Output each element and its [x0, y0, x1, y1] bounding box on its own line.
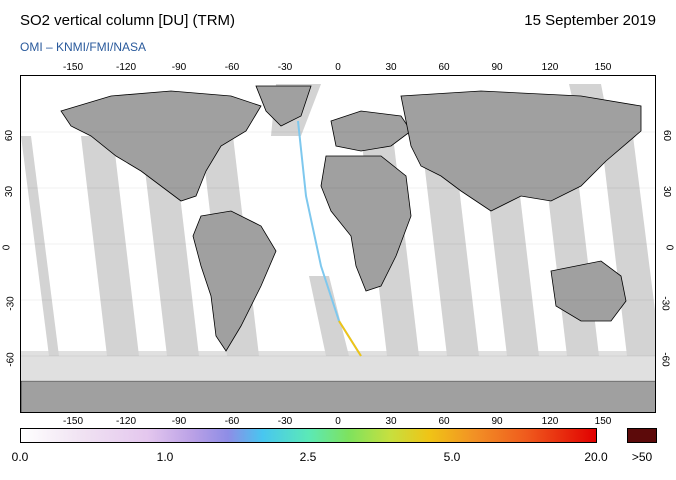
south-america	[192, 210, 277, 352]
lat-tick-right: -30	[659, 296, 671, 311]
lon-tick-top: 150	[594, 62, 612, 73]
colorbar-label: 20.0	[584, 450, 608, 464]
lon-tick-top: -120	[115, 62, 137, 73]
colorbar-label: 5.0	[443, 450, 461, 464]
swath-gap	[309, 276, 349, 356]
swath-gap	[421, 136, 479, 356]
lat-tick-right: 30	[660, 185, 672, 198]
lon-tick-bottom: 0	[335, 416, 341, 427]
lon-tick-top: -60	[224, 62, 240, 73]
lat-tick-left: -60	[5, 352, 17, 367]
lon-tick-top: 90	[491, 62, 503, 73]
lon-tick-top: -30	[277, 62, 293, 73]
lon-tick-bottom: 150	[594, 416, 612, 427]
lon-tick-bottom: -150	[62, 416, 84, 427]
lon-tick-bottom: 30	[385, 416, 397, 427]
asia	[400, 90, 642, 212]
lon-tick-top: -150	[62, 62, 84, 73]
lon-tick-top: -90	[171, 62, 187, 73]
lon-tick-top: 120	[541, 62, 559, 73]
continents	[60, 85, 642, 352]
europe	[330, 110, 412, 152]
colorbar	[20, 428, 597, 443]
so2-streak-high	[338, 320, 362, 357]
lon-tick-bottom: -90	[171, 416, 187, 427]
lon-tick-bottom: 90	[491, 416, 503, 427]
lon-tick-bottom: -30	[277, 416, 293, 427]
map-title: SO2 vertical column [DU] (TRM)	[20, 12, 236, 29]
north-america	[60, 90, 262, 202]
swath-gap	[601, 136, 655, 356]
lat-tick-left: 60	[4, 129, 16, 142]
colorbar-label: 1.0	[156, 450, 174, 464]
lat-tick-left: 0	[1, 244, 13, 251]
australia	[550, 260, 627, 322]
map-date: 15 September 2019	[524, 12, 656, 29]
lon-tick-bottom: -120	[115, 416, 137, 427]
lon-tick-top: 60	[438, 62, 450, 73]
lon-tick-bottom: 60	[438, 416, 450, 427]
lon-tick-top: 30	[385, 62, 397, 73]
lat-tick-right: -60	[659, 352, 671, 367]
lat-tick-left: -30	[5, 296, 17, 311]
africa	[320, 155, 412, 292]
so2-world-map	[20, 75, 656, 413]
swath-gap	[141, 136, 199, 356]
map-source: OMI – KNMI/FMI/NASA	[20, 40, 147, 54]
swath-gap	[21, 136, 59, 356]
lon-tick-bottom: -60	[224, 416, 240, 427]
lat-tick-left: 30	[4, 185, 16, 198]
antarctica	[21, 380, 655, 412]
colorbar-label: 2.5	[299, 450, 317, 464]
lat-tick-right: 60	[660, 129, 672, 142]
swath-gap	[81, 136, 139, 356]
gridlines	[21, 131, 655, 357]
lon-tick-bottom: 120	[541, 416, 559, 427]
polar-night-band	[21, 351, 655, 381]
greenland	[255, 85, 312, 127]
lat-tick-right: 0	[663, 244, 675, 251]
colorbar-label: 0.0	[11, 450, 29, 464]
map-canvas	[21, 84, 655, 412]
colorbar-over-label: >50	[631, 450, 653, 464]
lon-tick-top: 0	[335, 62, 341, 73]
colorbar-over	[627, 428, 657, 443]
